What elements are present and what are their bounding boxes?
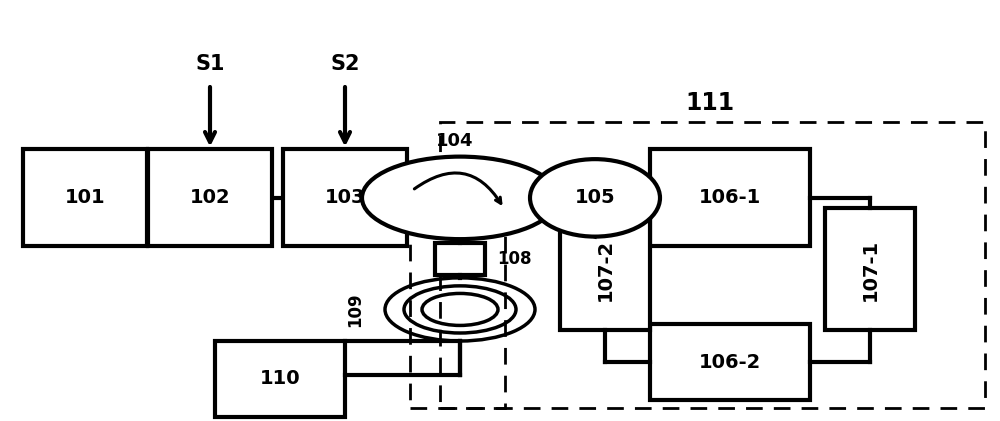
Text: 106-1: 106-1: [699, 188, 761, 208]
FancyBboxPatch shape: [283, 149, 407, 246]
FancyBboxPatch shape: [560, 208, 650, 330]
Text: 103: 103: [325, 188, 365, 208]
Text: 105: 105: [575, 188, 615, 208]
Text: 111: 111: [685, 91, 735, 115]
FancyBboxPatch shape: [650, 324, 810, 400]
Text: 101: 101: [65, 188, 105, 208]
FancyBboxPatch shape: [435, 243, 485, 275]
FancyBboxPatch shape: [650, 149, 810, 246]
Text: 106-2: 106-2: [699, 352, 761, 372]
Text: S1: S1: [195, 53, 225, 74]
FancyBboxPatch shape: [825, 208, 915, 330]
Text: S2: S2: [330, 53, 360, 74]
Circle shape: [362, 157, 558, 239]
Text: 104: 104: [436, 132, 474, 150]
FancyBboxPatch shape: [23, 149, 147, 246]
FancyBboxPatch shape: [215, 341, 345, 417]
Text: 102: 102: [190, 188, 230, 208]
Text: 110: 110: [260, 369, 300, 389]
Text: 107-2: 107-2: [596, 238, 614, 301]
Text: 108: 108: [497, 250, 532, 268]
Ellipse shape: [530, 159, 660, 237]
FancyBboxPatch shape: [148, 149, 272, 246]
Text: 109: 109: [346, 292, 364, 327]
Text: 107-1: 107-1: [860, 238, 880, 301]
